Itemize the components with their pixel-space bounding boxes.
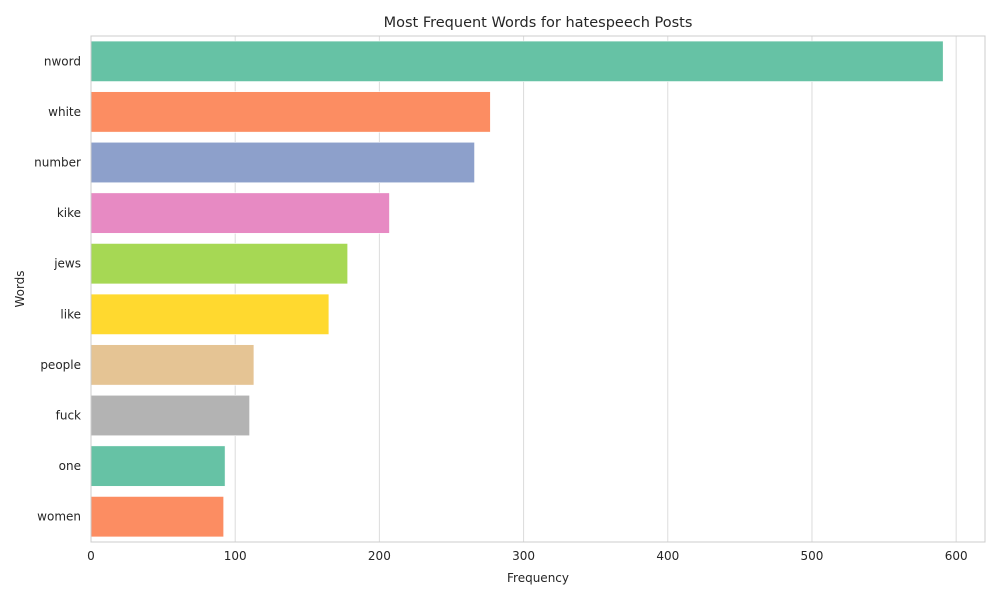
bar-number [90, 141, 475, 184]
x-tick-label: 400 [656, 549, 679, 563]
y-tick-label: jews [53, 257, 81, 271]
y-tick-label: nword [44, 54, 81, 68]
chart-title: Most Frequent Words for hatespeech Posts [384, 15, 693, 31]
x-tick-label: 300 [512, 549, 535, 563]
y-tick-label: like [60, 307, 81, 321]
bar-one [90, 445, 226, 487]
plot-border [90, 35, 986, 543]
bar-nword [90, 40, 944, 82]
x-tick-label: 500 [801, 549, 824, 563]
bar-white [90, 91, 491, 133]
y-axis-label: Words [13, 270, 27, 307]
plot-frame [90, 35, 986, 543]
x-tick-label: 600 [945, 549, 968, 563]
bar-fuck [90, 394, 250, 437]
y-tick-label: one [59, 459, 81, 473]
y-tick-label: people [40, 358, 81, 372]
y-tick-label: fuck [56, 409, 81, 423]
bar-women [90, 496, 224, 538]
y-tick-label: white [48, 105, 81, 119]
y-tick-label: number [34, 156, 81, 170]
y-tick-label: women [37, 510, 81, 524]
x-axis-label: Frequency [507, 571, 569, 585]
bar-kike [90, 192, 390, 234]
x-tick-label: 200 [368, 549, 391, 563]
y-tick-label: kike [57, 206, 81, 220]
bars [90, 40, 944, 538]
bar-like [90, 293, 330, 335]
bar-people [90, 344, 255, 386]
x-tick-label: 100 [224, 549, 247, 563]
x-tick-label: 0 [87, 549, 95, 563]
tick-labels: 0 100 200 300 400 500 600 nword white number kike j… [34, 54, 967, 563]
bar-jews [90, 243, 348, 285]
